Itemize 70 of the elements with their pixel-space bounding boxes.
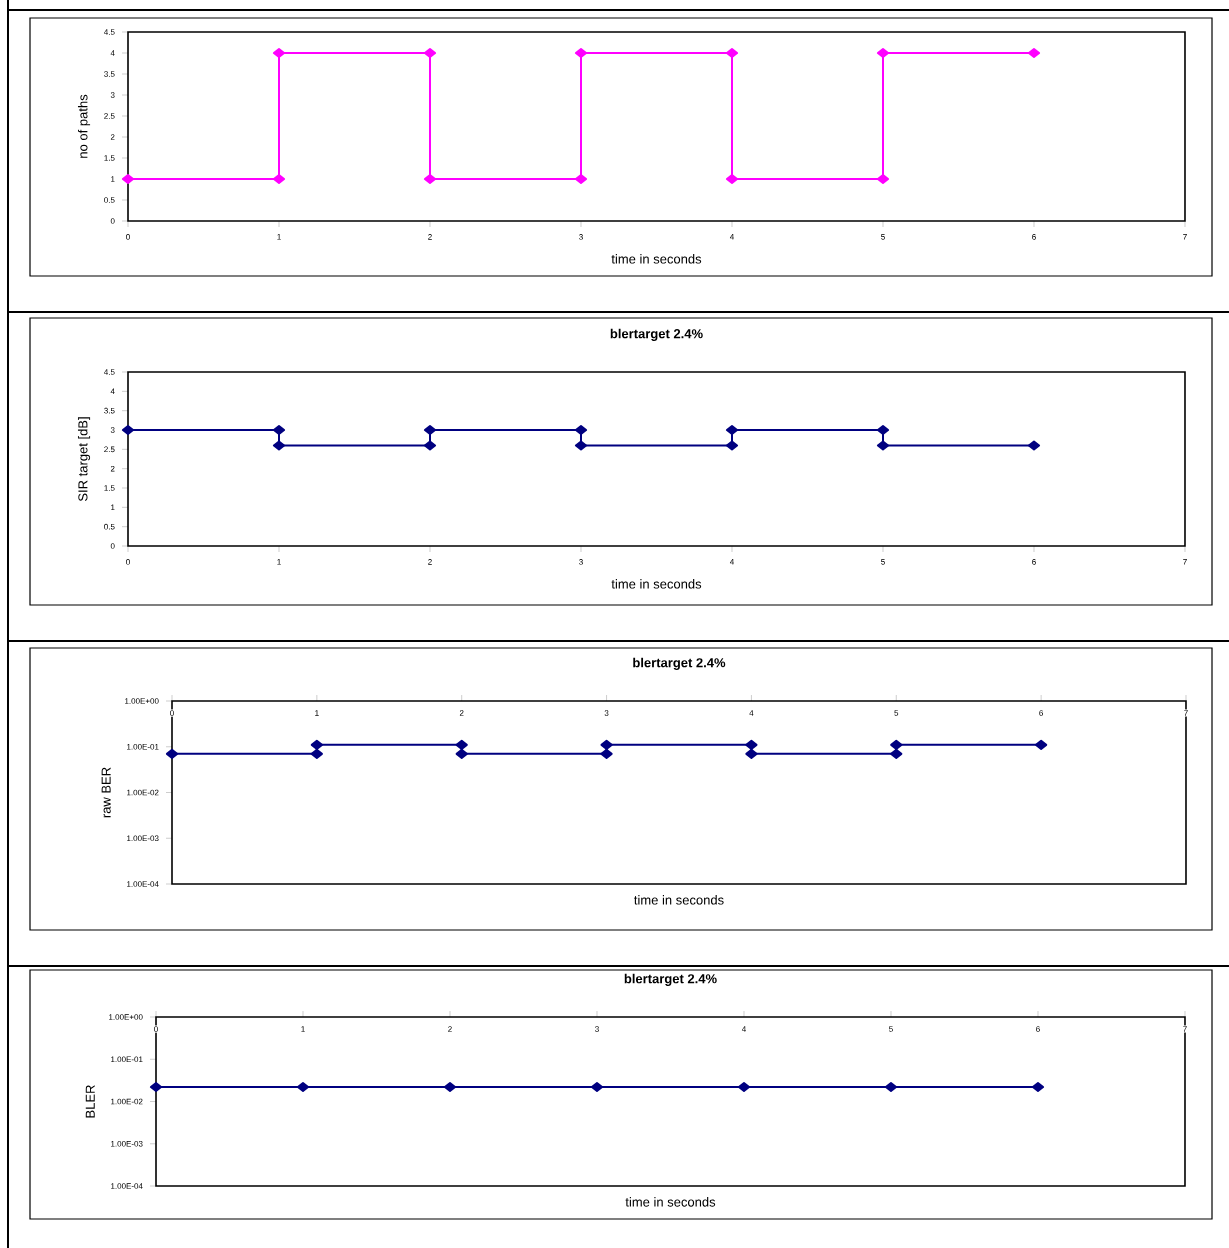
y-tick-label: 3.5 [104,407,115,414]
x-tick-label: 2 [428,234,432,240]
y-tick-label: 1.00E-04 [111,1183,143,1189]
x-axis-title: time in seconds [634,895,724,905]
y-axis-title: BLER [85,1085,95,1118]
x-tick-label: 3 [579,234,583,240]
x-tick-label: 6 [1036,1026,1040,1032]
x-tick-label: 7 [1184,710,1188,716]
x-tick-label: 7 [1183,234,1187,240]
y-tick-label: 1.5 [104,155,115,161]
x-tick-label: 7 [1183,559,1187,565]
x-axis-title: time in seconds [611,254,702,264]
x-tick-label: 5 [889,1026,893,1032]
x-tick-label: 6 [1039,710,1044,716]
y-tick-label: 2.5 [104,113,115,119]
y-tick-label: 2 [110,465,115,472]
x-axis-title: time in seconds [625,1197,716,1207]
x-tick-label: 3 [579,559,583,565]
x-axis-title: time in seconds [611,579,702,589]
y-tick-label: 1.00E-04 [127,881,159,887]
x-tick-label: 5 [881,234,885,240]
y-tick-label: 1 [111,176,115,182]
x-tick-label: 5 [881,559,885,565]
x-tick-label: 1 [277,234,281,240]
x-tick-label: 1 [301,1026,305,1032]
y-tick-label: 4 [110,388,115,395]
x-tick-label: 2 [459,710,464,716]
y-tick-label: 0 [110,543,115,549]
y-tick-label: 4.5 [104,369,115,375]
x-tick-label: 0 [170,710,174,716]
y-tick-label: 1.00E-02 [127,789,159,796]
chart-title: blertarget 2.4% [624,973,717,986]
chart-title: blertarget 2.4% [633,657,726,670]
y-tick-label: 4.5 [104,29,115,35]
x-tick-label: 4 [749,710,754,716]
y-tick-label: 3.5 [104,71,115,77]
y-tick-label: 3 [110,427,115,433]
chart-title: blertarget 2.4% [610,328,703,341]
x-tick-label: 5 [894,710,899,716]
x-tick-label: 3 [604,710,609,716]
x-tick-label: 3 [595,1026,599,1032]
y-tick-label: 0.5 [104,197,115,203]
y-axis-title: no of paths [77,94,91,158]
y-tick-label: 1.00E-01 [127,743,159,750]
y-tick-label: 1.00E-03 [111,1140,143,1147]
x-tick-label: 1 [277,559,281,565]
y-tick-label: 3 [110,92,115,98]
y-tick-label: 1.5 [104,485,115,491]
x-tick-label: 2 [448,1026,452,1032]
y-tick-label: 1.00E-01 [111,1056,143,1063]
y-tick-label: 0.5 [104,523,115,530]
x-tick-label: 4 [729,559,734,565]
x-tick-label: 1 [315,710,319,716]
y-tick-label: 1 [111,504,115,511]
y-axis-title: raw BER [101,767,111,818]
y-tick-label: 1.00E-02 [111,1098,143,1105]
x-tick-label: 6 [1032,234,1036,240]
x-tick-label: 4 [729,234,734,240]
y-tick-label: 2 [110,134,115,140]
x-tick-label: 2 [428,559,432,565]
y-tick-label: 4 [110,50,115,56]
y-axis-title: SIR target [dB] [77,417,91,502]
y-tick-label: 1.00E-03 [127,835,159,842]
y-tick-label: 0 [110,218,115,224]
x-tick-label: 4 [741,1026,746,1032]
y-tick-label: 2.5 [104,446,115,453]
y-tick-label: 1.00E+00 [125,698,159,704]
x-tick-label: 7 [1183,1026,1187,1032]
y-tick-label: 1.00E+00 [109,1014,143,1020]
x-tick-label: 6 [1032,559,1036,565]
